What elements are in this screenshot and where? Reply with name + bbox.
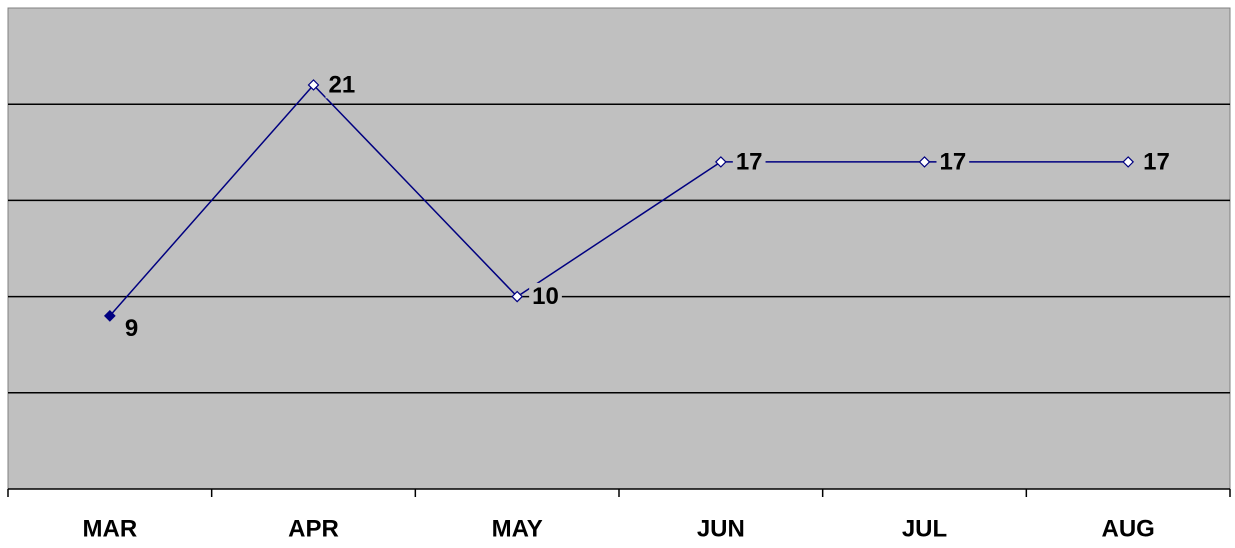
- data-label-text: 17: [1143, 148, 1170, 175]
- x-tick-label-jun: JUN: [697, 515, 745, 542]
- data-label-mar: 9: [121, 315, 142, 343]
- data-label-jul: 17: [936, 148, 970, 176]
- marker-jul: [918, 156, 931, 168]
- marker-jun: [714, 156, 727, 168]
- data-label-may: 10: [529, 282, 562, 310]
- marker-apr: [307, 79, 320, 91]
- series-segment-may-jun: [516, 161, 722, 298]
- data-label-text: 10: [532, 283, 559, 310]
- data-label-text: 9: [125, 315, 138, 342]
- x-tick-label-aug: AUG: [1101, 515, 1154, 542]
- x-tick-label-apr: APR: [288, 515, 339, 542]
- series-markers: [103, 79, 1135, 322]
- data-label-bg: [529, 282, 562, 310]
- marker-aug: [1122, 156, 1135, 168]
- marker-mar: [103, 309, 116, 322]
- data-label-apr: 21: [325, 71, 359, 99]
- data-label-text: 17: [736, 148, 763, 175]
- x-tick-label-mar: MAR: [83, 515, 138, 542]
- data-label-bg: [1140, 148, 1173, 176]
- data-label-bg: [121, 315, 142, 343]
- category-labels: MAR APR MAY JUN JUL AUG: [83, 515, 1155, 542]
- series-segment-apr-may: [312, 84, 518, 298]
- data-label-text: 21: [329, 71, 356, 98]
- marker-may: [511, 290, 524, 303]
- plot-area: [7, 7, 1231, 490]
- x-axis-ticks: [7, 489, 1231, 497]
- data-labels: 9 21 10 17 17 17: [121, 71, 1173, 343]
- data-label-bg: [325, 71, 359, 99]
- data-label-bg: [732, 148, 766, 176]
- data-label-jun: 17: [732, 148, 766, 176]
- data-label-bg: [936, 148, 970, 176]
- series-segment-mar-apr: [109, 84, 315, 317]
- x-tick-label-may: MAY: [492, 515, 543, 542]
- data-label-text: 17: [940, 148, 967, 175]
- data-label-aug: 17: [1140, 148, 1173, 176]
- x-tick-label-jul: JUL: [902, 515, 947, 542]
